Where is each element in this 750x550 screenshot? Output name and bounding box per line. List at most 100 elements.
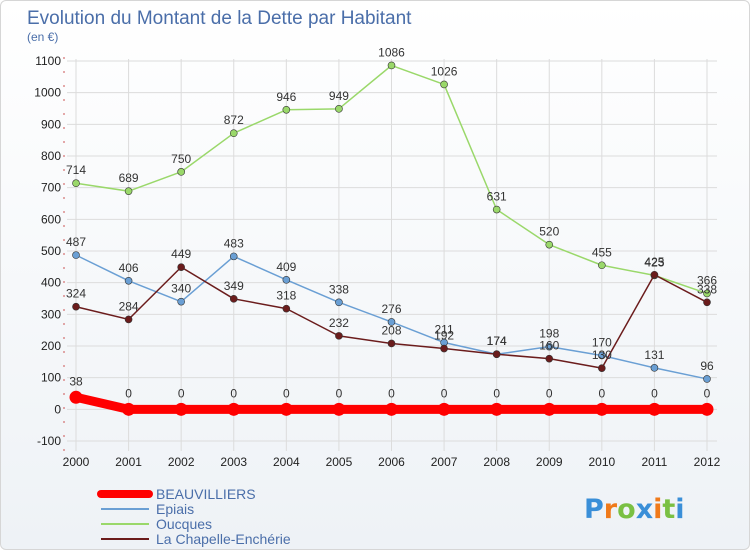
data-point: [332, 402, 346, 416]
data-label: 0: [598, 386, 605, 400]
data-point: [545, 342, 554, 351]
data-point: [279, 402, 293, 416]
data-point: [387, 339, 396, 348]
data-point: [335, 298, 343, 307]
y-tick-label: 300: [41, 307, 61, 321]
data-label: 131: [644, 348, 664, 362]
x-tick-label: 2003: [220, 455, 247, 469]
x-tick-label: 2010: [588, 455, 615, 469]
data-label: 483: [224, 236, 244, 250]
data-point: [595, 402, 609, 416]
data-label: 0: [230, 386, 237, 400]
data-point: [650, 270, 659, 279]
data-point: [282, 304, 291, 313]
data-point: [72, 302, 80, 311]
x-tick-label: 2000: [63, 455, 90, 469]
data-label: 487: [66, 235, 86, 249]
chart-title: Evolution du Montant de la Dette par Hab…: [27, 8, 412, 29]
y-tick-label: 1100: [35, 54, 61, 68]
data-label: 366: [697, 273, 717, 287]
data-label: 232: [329, 316, 349, 330]
logo-letter: P: [584, 494, 604, 525]
data-point: [282, 276, 291, 284]
data-label: 340: [171, 282, 191, 296]
data-label: 198: [539, 327, 559, 341]
logo-letter: t: [662, 494, 675, 525]
chart-subtitle: (en €): [27, 30, 58, 44]
data-point: [122, 402, 136, 416]
data-label: 449: [171, 247, 191, 261]
data-label: 1086: [378, 45, 405, 59]
data-label: 338: [329, 282, 349, 296]
data-point: [650, 364, 659, 372]
data-label: 714: [66, 163, 86, 177]
data-point: [229, 295, 238, 303]
data-point: [177, 297, 185, 306]
x-tick-label: 2004: [273, 455, 300, 469]
data-point: [387, 318, 396, 326]
data-label: 1026: [431, 64, 458, 78]
data-label: 349: [224, 279, 244, 293]
y-tick-label: 600: [41, 212, 61, 226]
data-label: 174: [487, 334, 507, 348]
data-label: 0: [178, 386, 185, 400]
data-point: [174, 402, 188, 416]
axes: -100010020030040050060070080090010001100…: [34, 54, 720, 469]
legend-label: BEAUVILLIERS: [156, 486, 256, 502]
data-label: 284: [119, 299, 139, 313]
data-label: 406: [119, 261, 139, 275]
x-tick-label: 2011: [642, 455, 668, 469]
data-point: [229, 129, 238, 137]
x-tick-label: 2007: [431, 455, 458, 469]
data-label: 192: [434, 329, 454, 343]
data-label: 38: [69, 374, 83, 388]
series-group: [69, 61, 714, 416]
logo-text: Proxiti: [584, 494, 685, 525]
proxiti-logo: Proxiti: [584, 494, 685, 525]
data-label: 425: [644, 255, 664, 269]
y-tick-label: 0: [54, 402, 61, 416]
data-point: [545, 354, 554, 363]
data-labels: 38 0 0 0 0 0 0 0 0 0 0 0 0 487 406 340 483 409 338 276 211 17…: [66, 45, 717, 400]
data-point: [385, 402, 398, 416]
x-tick-label: 2009: [536, 455, 563, 469]
data-label: 160: [539, 339, 559, 353]
data-label: 324: [66, 287, 86, 301]
data-point: [177, 168, 185, 176]
y-tick-label: 900: [41, 117, 61, 131]
data-label: 0: [441, 386, 448, 400]
data-label: 318: [276, 289, 296, 303]
data-point: [229, 252, 238, 261]
data-point: [647, 402, 661, 416]
data-label: 338: [697, 282, 717, 296]
x-tick-label: 2005: [326, 455, 353, 469]
data-label: 130: [592, 348, 612, 362]
logo-letter: x: [636, 494, 653, 525]
data-label: 276: [381, 302, 401, 316]
data-label: 0: [546, 386, 553, 400]
data-label: 631: [487, 190, 507, 204]
y-tick-label: 700: [41, 181, 61, 195]
data-label: 96: [700, 359, 714, 373]
data-label: 750: [171, 152, 191, 166]
data-label: 423: [644, 255, 664, 269]
logo-letter: r: [604, 494, 618, 525]
data-point: [72, 251, 80, 259]
legend-label: Epiais: [156, 501, 194, 517]
data-label: 0: [336, 386, 343, 400]
y-tick-label: 100: [41, 371, 61, 385]
data-label: 0: [493, 386, 500, 400]
data-point: [440, 80, 448, 89]
data-label: 211: [435, 323, 454, 337]
data-label: 0: [388, 386, 395, 400]
data-label: 208: [381, 323, 401, 337]
data-point: [440, 344, 448, 353]
data-point: [124, 276, 133, 285]
x-tick-label: 2008: [483, 455, 510, 469]
data-label: 872: [224, 113, 244, 127]
data-point: [387, 61, 396, 70]
legend-label: La Chapelle-Enchérie: [156, 531, 291, 547]
data-point: [124, 315, 133, 324]
